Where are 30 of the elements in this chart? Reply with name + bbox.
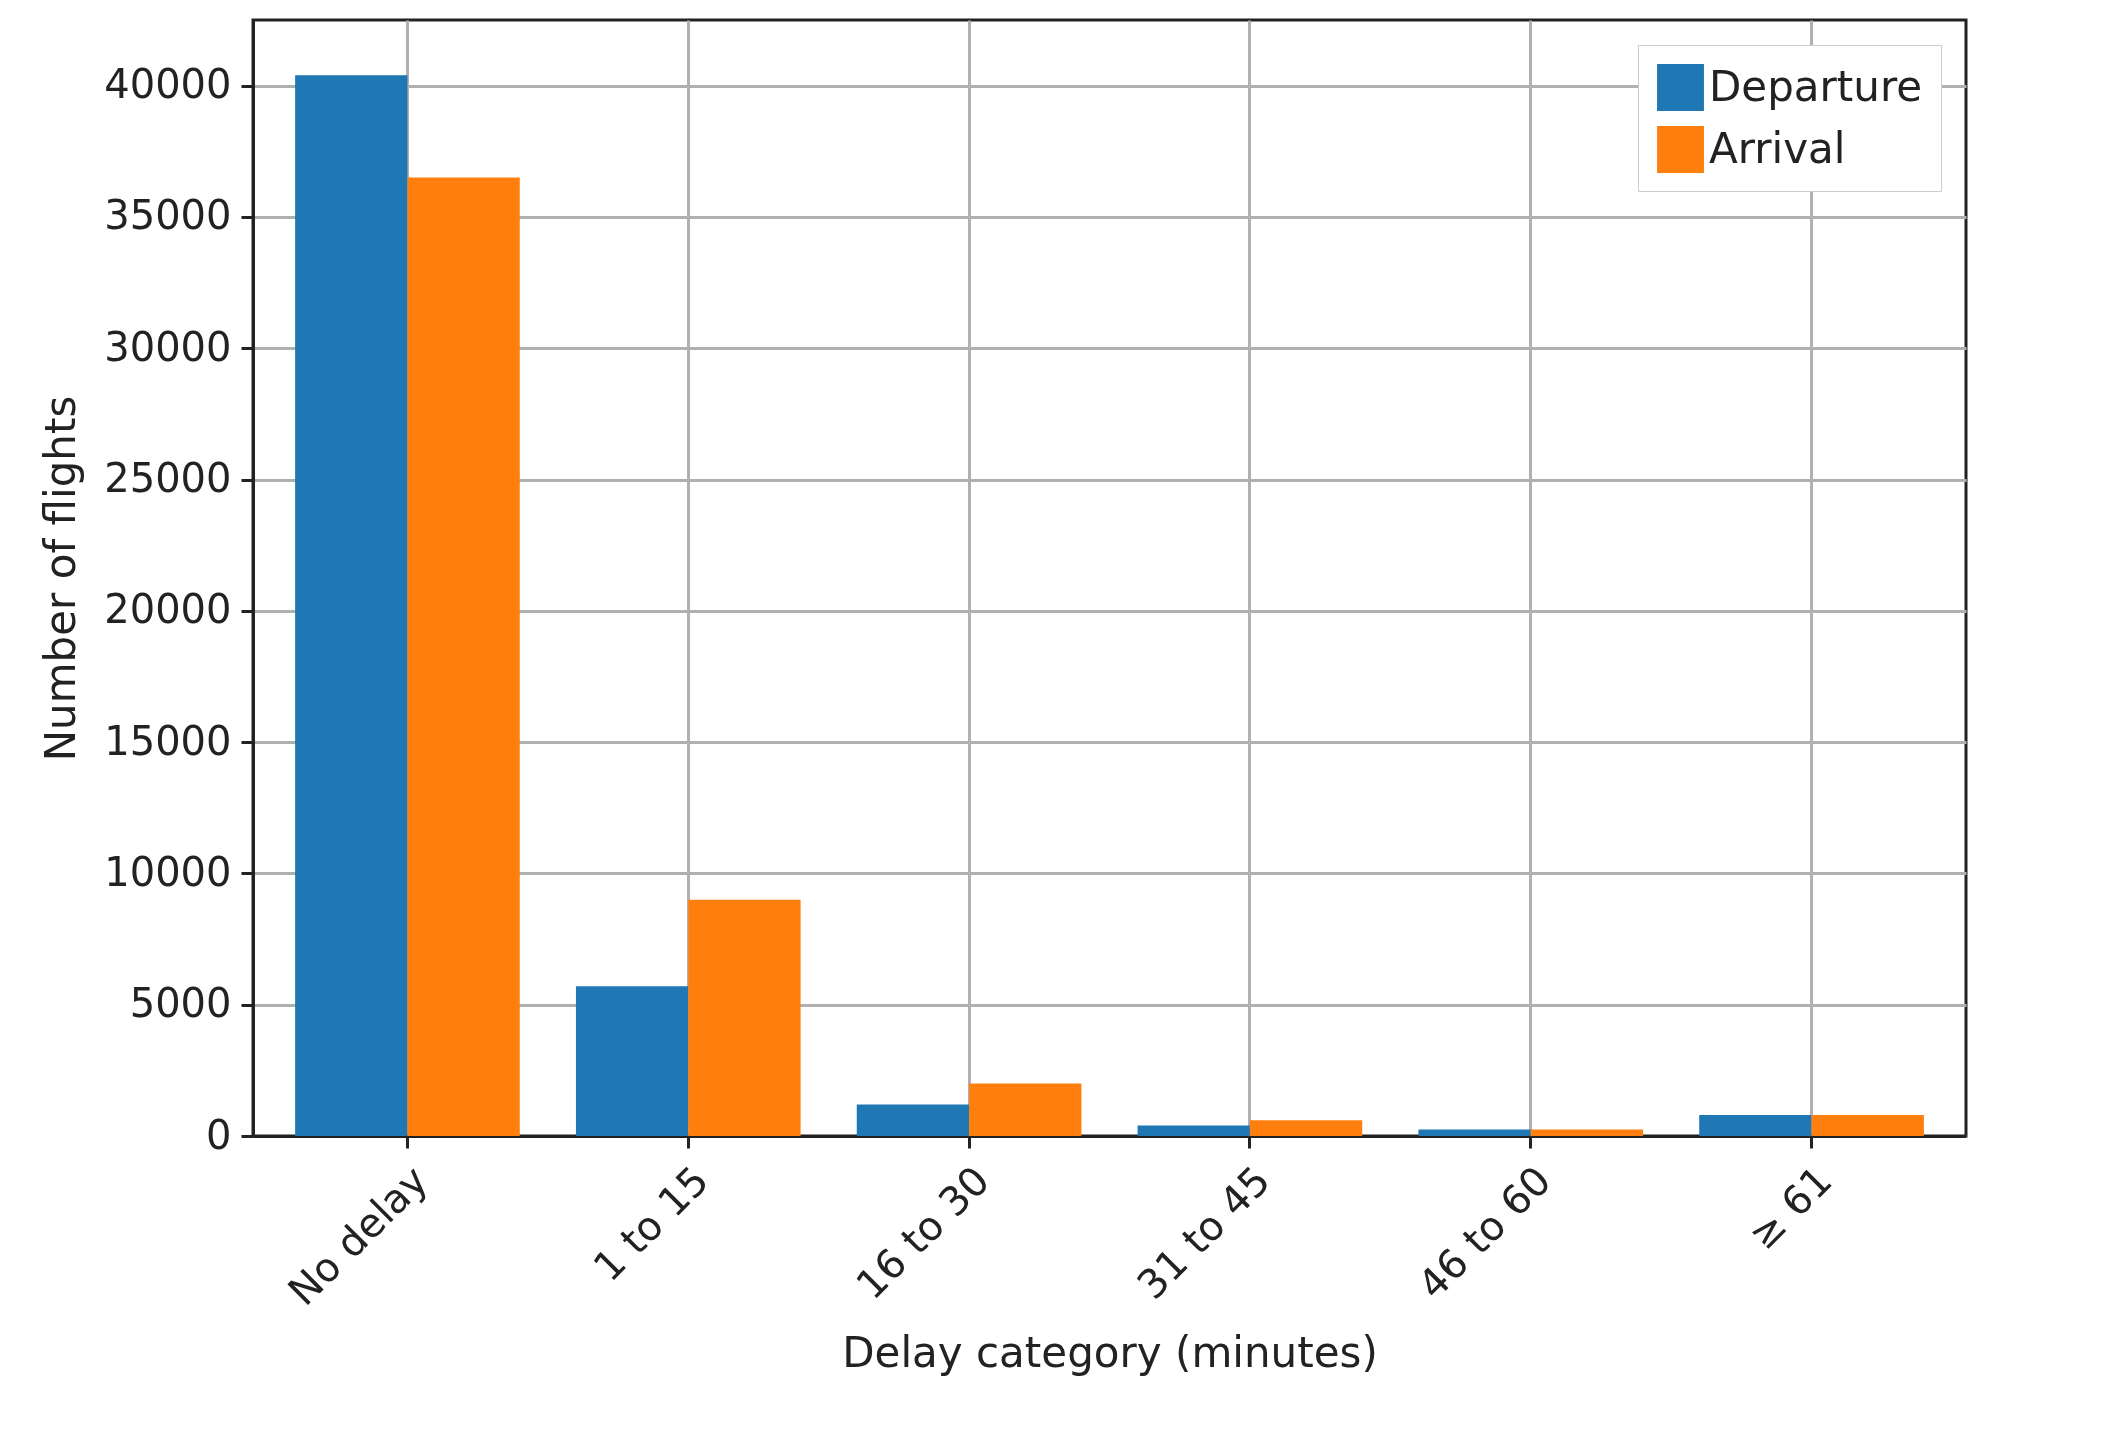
x-tick-label: 16 to 30 (847, 1156, 999, 1308)
y-tick-label: 5000 (129, 980, 232, 1027)
x-axis-title: Delay category (minutes) (842, 1327, 1378, 1377)
y-tick-label: 40000 (104, 61, 232, 108)
bar (1137, 1125, 1250, 1136)
bar (856, 1104, 970, 1136)
y-tick-label: 30000 (104, 323, 232, 370)
bar (295, 75, 408, 1136)
bar (1530, 1129, 1644, 1136)
bar (688, 899, 801, 1136)
y-tick-label: 0 (206, 1111, 232, 1158)
legend-label: Departure (1709, 61, 1923, 111)
x-tick-label: 1 to 15 (584, 1156, 718, 1290)
x-tick-label: 31 to 45 (1128, 1156, 1279, 1308)
bar (969, 1083, 1082, 1136)
bar (407, 177, 520, 1136)
x-tick-label: 46 to 60 (1408, 1156, 1560, 1308)
y-tick-label: 35000 (104, 192, 232, 239)
bar (1418, 1129, 1531, 1136)
bar (1811, 1114, 1924, 1136)
y-axis-title: Number of flights (36, 395, 86, 762)
legend-label: Arrival (1709, 123, 1846, 173)
bar (575, 986, 689, 1136)
y-tick-label: 10000 (104, 848, 232, 895)
bar (1699, 1114, 1812, 1136)
x-tick-label: ≥ 61 (1739, 1156, 1841, 1259)
y-tick-label: 15000 (104, 717, 232, 764)
y-tick-label: 20000 (104, 586, 232, 633)
y-tick-label: 25000 (104, 455, 232, 502)
bar (1249, 1120, 1363, 1136)
